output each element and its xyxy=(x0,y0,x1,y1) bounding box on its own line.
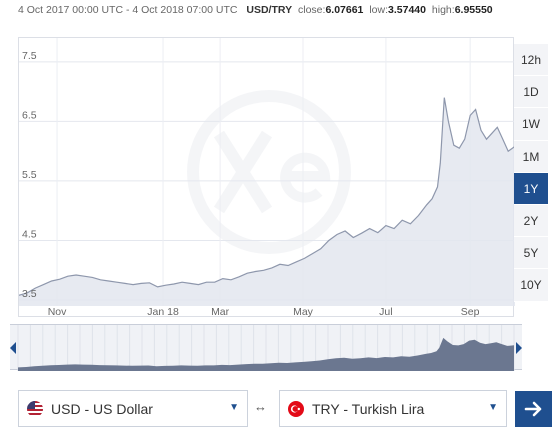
x-tick-label: Nov xyxy=(48,306,67,318)
currency-pair: USD/TRY xyxy=(246,4,293,16)
to-currency-select[interactable]: TRY - Turkish Lira ▼ xyxy=(279,390,507,427)
tr-flag-icon xyxy=(288,401,304,417)
us-flag-icon xyxy=(27,401,43,417)
high-value: 6.95550 xyxy=(454,4,493,16)
navigator-right-handle-icon[interactable] xyxy=(516,342,522,354)
range-10y-button[interactable]: 10Y xyxy=(514,269,548,302)
chevron-down-icon: ▼ xyxy=(488,402,498,413)
range-1d-button[interactable]: 1D xyxy=(514,76,548,109)
range-1w-button[interactable]: 1W xyxy=(514,108,548,141)
series-line xyxy=(19,97,515,296)
area-series xyxy=(19,97,515,306)
navigator-series xyxy=(18,337,514,371)
x-axis: Nov Jan 18 Mar May Jul Sep xyxy=(48,306,480,318)
low-value: 3.57440 xyxy=(388,4,426,16)
main-chart[interactable]: 3.5 4.5 5.5 6.5 7.5 Nov Jan 18 Mar May Jul Sep xyxy=(19,38,515,318)
x-tick-label: Mar xyxy=(211,306,230,318)
close-value: 6.07661 xyxy=(325,4,364,16)
navigator-area xyxy=(18,337,514,371)
y-axis: 3.5 4.5 5.5 6.5 7.5 xyxy=(22,50,37,300)
range-12h-button[interactable]: 12h xyxy=(514,44,548,77)
chevron-down-icon: ▼ xyxy=(229,402,239,413)
from-currency-select[interactable]: USD - US Dollar ▼ xyxy=(18,390,248,427)
to-currency-label: TRY - Turkish Lira xyxy=(312,401,425,417)
chart-area[interactable]: 3.5 4.5 5.5 6.5 7.5 Nov Jan 18 Mar May Jul Sep xyxy=(18,37,515,318)
low-label: low: xyxy=(369,4,389,16)
x-tick-label: Sep xyxy=(461,306,480,318)
swap-currencies-icon[interactable]: ↔ xyxy=(254,399,267,414)
range-1y-button[interactable]: 1Y xyxy=(514,172,548,205)
x-tick-label: May xyxy=(293,306,314,318)
high-label: high: xyxy=(431,4,455,16)
y-tick-label: 6.5 xyxy=(22,109,37,121)
close-label: close: xyxy=(298,4,326,16)
range-1m-button[interactable]: 1M xyxy=(514,140,548,173)
chart-header: 4 Oct 2017 00:00 UTC - 4 Oct 2018 07:00 … xyxy=(18,4,558,20)
from-currency-label: USD - US Dollar xyxy=(51,401,153,417)
date-range-text: 4 Oct 2017 00:00 UTC - 4 Oct 2018 07:00 … xyxy=(18,4,238,16)
range-5y-button[interactable]: 5Y xyxy=(514,237,548,270)
xe-watermark-icon xyxy=(187,90,351,254)
convert-button[interactable] xyxy=(515,391,552,427)
range-selector: 12h 1D 1W 1M 1Y 2Y 5Y 10Y xyxy=(514,44,548,302)
y-tick-label: 3.5 xyxy=(22,288,37,300)
range-2y-button[interactable]: 2Y xyxy=(514,204,548,238)
navigator-chart[interactable] xyxy=(10,325,522,371)
arrow-right-icon xyxy=(524,401,542,417)
navigator-left-handle-icon[interactable] xyxy=(10,342,16,354)
series-area xyxy=(19,97,515,306)
y-tick-label: 4.5 xyxy=(22,228,37,240)
y-tick-label: 5.5 xyxy=(22,169,37,181)
x-tick-label: Jul xyxy=(379,306,392,318)
y-tick-label: 7.5 xyxy=(22,50,37,62)
x-tick-label: Jan 18 xyxy=(147,306,179,318)
navigator[interactable] xyxy=(10,324,522,371)
